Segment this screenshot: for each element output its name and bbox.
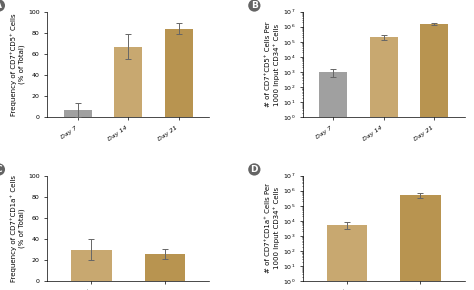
Bar xyxy=(114,46,142,117)
Bar xyxy=(145,254,185,281)
Text: C: C xyxy=(0,165,2,174)
Text: A: A xyxy=(0,1,2,10)
Y-axis label: # of CD7⁺CD5⁺ Cells Per
1000 Input CD34⁺ Cells: # of CD7⁺CD5⁺ Cells Per 1000 Input CD34⁺… xyxy=(265,22,280,107)
Bar xyxy=(370,37,398,290)
Y-axis label: Frequency of CD7⁺CD5⁺ Cells
(% of Total): Frequency of CD7⁺CD5⁺ Cells (% of Total) xyxy=(10,13,25,116)
Y-axis label: # of CD7⁺CD1a⁺ Cells Per
1000 Input CD34⁺ Cells: # of CD7⁺CD1a⁺ Cells Per 1000 Input CD34… xyxy=(265,183,280,273)
Y-axis label: Frequency of CD7⁺CD1a⁺ Cells
(% of Total): Frequency of CD7⁺CD1a⁺ Cells (% of Total… xyxy=(10,175,25,282)
Bar xyxy=(71,250,112,281)
Bar xyxy=(420,24,448,290)
Bar xyxy=(319,72,347,290)
Text: B: B xyxy=(251,1,258,10)
Bar xyxy=(327,225,367,290)
Text: D: D xyxy=(251,165,258,174)
Bar xyxy=(400,195,441,290)
Bar xyxy=(64,110,91,117)
Bar xyxy=(165,28,192,117)
